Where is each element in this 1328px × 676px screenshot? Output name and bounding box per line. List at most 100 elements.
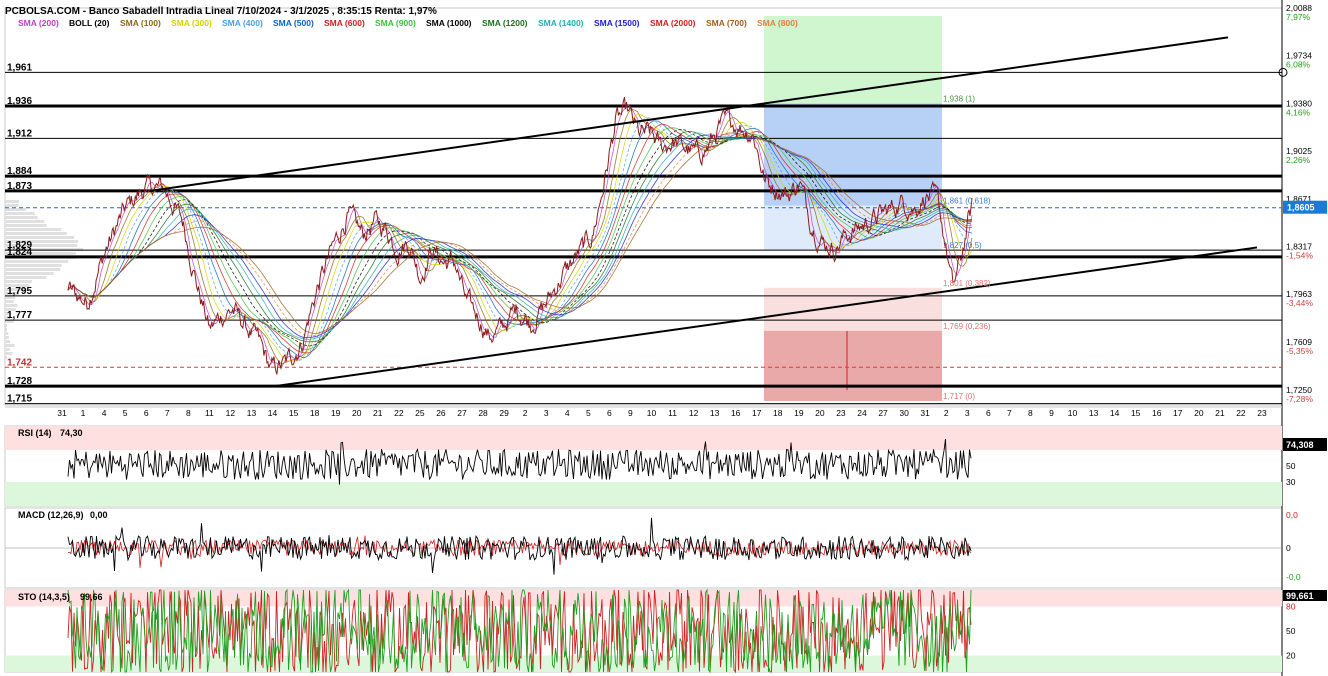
- y-tick-label: 1,7963: [1286, 289, 1312, 299]
- y-tick-label: 1,9380: [1286, 98, 1312, 108]
- volume-profile-bar: [5, 244, 78, 247]
- fib-zone-top: [764, 16, 942, 104]
- x-tick-label: 13: [1089, 408, 1099, 418]
- level-label: 1,936: [7, 96, 32, 107]
- price-series: [67, 96, 973, 375]
- price-line: [67, 96, 973, 375]
- x-tick-label: 17: [1173, 408, 1183, 418]
- volume-profile-bar: [5, 356, 8, 359]
- legend-entry: SMA (200): [18, 18, 59, 28]
- moving-average-line: [67, 113, 973, 362]
- volume-profile-bar: [5, 316, 11, 319]
- indicator-series: [5, 439, 1282, 674]
- last-price-badge: [1283, 200, 1327, 214]
- y-tick-percent: 7,97%: [1286, 12, 1311, 22]
- x-tick-label: 14: [1110, 408, 1120, 418]
- rsi-badge-value: 74,308: [1286, 440, 1314, 450]
- x-tick-label: 18: [773, 408, 783, 418]
- legend-entry: SMA (300): [171, 18, 212, 28]
- y-tick-percent: -3,44%: [1286, 298, 1313, 308]
- legend-entry: SMA (800): [757, 18, 798, 28]
- x-tick-label: 11: [668, 408, 677, 418]
- volume-profile-bar: [5, 340, 11, 343]
- x-tick-label: 14: [268, 408, 278, 418]
- volume-profile-bar: [5, 296, 16, 299]
- x-tick-label: 27: [457, 408, 467, 418]
- fib-zone-lower: [764, 287, 942, 331]
- x-tick-label: 15: [1131, 408, 1141, 418]
- volume-profile-bar: [5, 320, 14, 323]
- volume-profile-bar: [5, 264, 62, 267]
- moving-average-line: [67, 117, 973, 361]
- level-label: 1,795: [7, 286, 32, 297]
- y-tick-percent: 4,16%: [1286, 107, 1311, 117]
- x-tick-label: 6: [607, 408, 612, 418]
- volume-profile-bar: [5, 324, 7, 327]
- moving-average-line: [67, 127, 973, 351]
- legend-entry: SMA (400): [222, 18, 263, 28]
- indicator-name: RSI (14): [18, 428, 52, 438]
- indicator-value: 99,66: [80, 592, 103, 602]
- fib-label: 1,861 (0,618): [943, 197, 991, 206]
- y-tick-label: 1,9025: [1286, 146, 1312, 156]
- x-tick-label: 11: [205, 408, 214, 418]
- x-tick-label: 12: [689, 408, 699, 418]
- volume-profile-bar: [5, 216, 38, 219]
- volume-profile-bar: [5, 280, 32, 283]
- volume-profile-bar: [5, 304, 18, 307]
- y-tick-label: 1,7609: [1286, 337, 1312, 347]
- level-label: 1,824: [7, 247, 32, 258]
- level-label: 1,912: [7, 128, 32, 139]
- x-tick-label: 19: [331, 408, 341, 418]
- x-tick-label: 28: [478, 408, 488, 418]
- y-tick-label: 1,7250: [1286, 385, 1312, 395]
- fib-label: 1,769 (0,236): [943, 322, 991, 331]
- volume-profile-bar: [5, 288, 27, 291]
- volume-profile-bar: [5, 276, 46, 279]
- y-tick-percent: -7,28%: [1286, 394, 1313, 404]
- last-price-value: 1,8605: [1287, 203, 1315, 213]
- x-tick-label: 8: [1028, 408, 1033, 418]
- y-tick-label: 1,8671: [1286, 194, 1312, 204]
- moving-average-line: [67, 130, 973, 343]
- x-tick-label: 13: [247, 408, 257, 418]
- volume-profile-bar: [5, 200, 19, 203]
- volume-profile-bar: [5, 236, 75, 239]
- x-tick-label: 20: [352, 408, 362, 418]
- y-tick-label: 2,0088: [1286, 3, 1312, 13]
- legend-entry: SMA (2000): [650, 18, 696, 28]
- axes: 2,00887,97%1,97346,08%1,93804,16%1,90252…: [5, 3, 1327, 661]
- x-tick-label: 6: [144, 408, 149, 418]
- legend-entry: SMA (700): [706, 18, 747, 28]
- volume-profile-bar: [5, 212, 35, 215]
- x-tick-label: 2: [523, 408, 528, 418]
- chart-title: PCBOLSA.COM - Banco Sabadell Intradia Li…: [5, 6, 437, 17]
- moving-average-line: [67, 120, 973, 359]
- x-tick-label: 16: [1152, 408, 1162, 418]
- x-tick-label: 29: [499, 408, 509, 418]
- volume-profile-bar: [5, 232, 67, 235]
- y-tick-percent: -1,54%: [1286, 250, 1313, 260]
- volume-profile-bar: [5, 336, 9, 339]
- x-tick-label: 16: [731, 408, 741, 418]
- volume-profile-bar: [5, 272, 54, 275]
- x-tick-label: 19: [794, 408, 804, 418]
- level-marker: [1278, 67, 1288, 77]
- fib-label: 1,717 (0): [943, 392, 975, 401]
- y-tick-percent: 6,08%: [1286, 60, 1311, 70]
- x-tick-label: 3: [544, 408, 549, 418]
- x-tick-label: 31: [920, 408, 930, 418]
- x-tick-label: 9: [628, 408, 633, 418]
- legend-entry: SMA (600): [324, 18, 365, 28]
- level-label: 1,961: [7, 62, 32, 73]
- indicator-name: STO (14,3,5): [18, 592, 70, 602]
- macd-tick: 0,0: [1286, 510, 1298, 520]
- x-tick-label: 22: [1236, 408, 1246, 418]
- x-tick-label: 3: [965, 408, 970, 418]
- x-tick-label: 5: [123, 408, 128, 418]
- level-label: 1,777: [7, 310, 32, 321]
- lower-trend-line: [274, 246, 1258, 388]
- x-tick-label: 10: [1068, 408, 1078, 418]
